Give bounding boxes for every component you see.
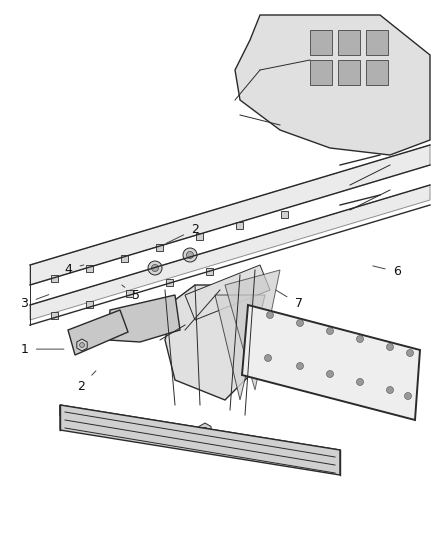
Circle shape xyxy=(385,343,392,351)
Circle shape xyxy=(186,252,193,259)
Polygon shape xyxy=(309,30,331,55)
Polygon shape xyxy=(108,295,180,342)
Circle shape xyxy=(356,378,363,385)
Bar xyxy=(156,244,163,251)
Polygon shape xyxy=(225,270,279,390)
Circle shape xyxy=(151,264,158,271)
Circle shape xyxy=(296,362,303,369)
Text: 1: 1 xyxy=(20,343,64,356)
Text: 4: 4 xyxy=(64,263,84,276)
Bar xyxy=(236,222,243,229)
Text: 2: 2 xyxy=(166,223,199,244)
Polygon shape xyxy=(30,185,429,320)
Polygon shape xyxy=(365,30,387,55)
Polygon shape xyxy=(337,60,359,85)
Polygon shape xyxy=(184,265,269,320)
Circle shape xyxy=(365,356,370,360)
Polygon shape xyxy=(309,60,331,85)
Bar xyxy=(51,274,58,281)
Polygon shape xyxy=(165,285,254,400)
Polygon shape xyxy=(365,60,387,85)
Polygon shape xyxy=(60,405,339,475)
Polygon shape xyxy=(77,339,87,351)
Circle shape xyxy=(356,335,363,343)
Polygon shape xyxy=(241,305,419,420)
Text: 7: 7 xyxy=(275,290,302,310)
Polygon shape xyxy=(360,350,374,366)
Polygon shape xyxy=(60,405,339,460)
Circle shape xyxy=(202,427,207,433)
Polygon shape xyxy=(234,15,429,155)
Circle shape xyxy=(148,261,162,275)
Text: 6: 6 xyxy=(372,265,400,278)
Polygon shape xyxy=(215,295,265,400)
Polygon shape xyxy=(30,145,429,285)
Circle shape xyxy=(296,319,303,327)
Circle shape xyxy=(326,370,333,377)
Polygon shape xyxy=(68,310,128,355)
Bar xyxy=(166,279,173,286)
Circle shape xyxy=(326,327,333,335)
Text: 2: 2 xyxy=(77,371,95,393)
Circle shape xyxy=(266,311,273,319)
Text: 5: 5 xyxy=(122,285,140,302)
Bar xyxy=(206,268,213,274)
Bar xyxy=(51,311,58,319)
Text: 3: 3 xyxy=(20,295,49,310)
Bar xyxy=(281,211,288,217)
Circle shape xyxy=(364,355,371,361)
Bar xyxy=(196,232,203,239)
Bar xyxy=(86,264,93,271)
Circle shape xyxy=(406,350,413,357)
Polygon shape xyxy=(198,423,211,437)
Bar xyxy=(121,254,128,262)
Bar xyxy=(86,301,93,308)
Circle shape xyxy=(362,353,372,363)
Circle shape xyxy=(183,248,197,262)
Bar xyxy=(126,289,133,296)
Circle shape xyxy=(264,354,271,361)
Circle shape xyxy=(79,343,84,348)
Circle shape xyxy=(403,392,410,400)
Polygon shape xyxy=(337,30,359,55)
Circle shape xyxy=(385,386,392,393)
